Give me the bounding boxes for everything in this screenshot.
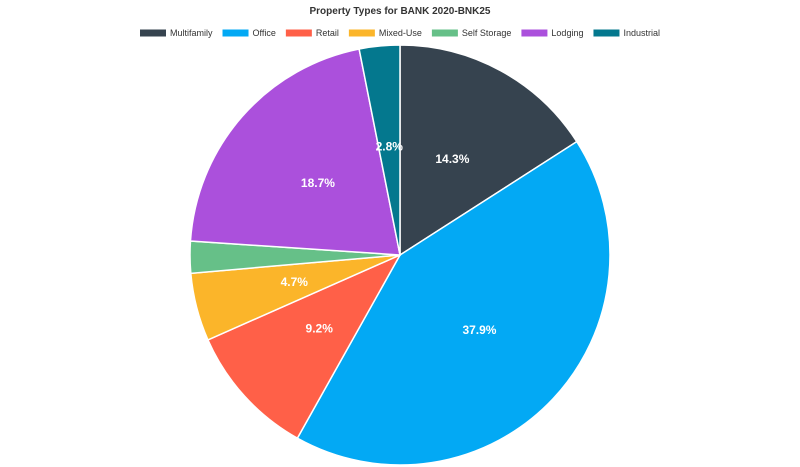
legend-label-self-storage: Self Storage (462, 28, 512, 38)
legend-item-multifamily[interactable]: Multifamily (140, 28, 213, 38)
slice-label-office: 37.9% (462, 323, 496, 337)
legend-swatch-lodging (521, 29, 548, 37)
slice-label-industrial: 2.8% (376, 139, 404, 153)
legend: Multifamily Office Retail Mixed-Use Self Sto… (140, 28, 660, 38)
legend-item-retail[interactable]: Retail (285, 28, 339, 38)
legend-item-industrial[interactable]: Industrial (593, 28, 660, 38)
legend-item-mixed-use[interactable]: Mixed-Use (348, 28, 422, 38)
pie-slice-office[interactable] (296, 140, 611, 466)
pie-slices (189, 44, 611, 466)
legend-label-mixed-use: Mixed-Use (379, 28, 422, 38)
slice-label-retail: 9.2% (306, 321, 334, 335)
legend-label-retail: Retail (316, 28, 339, 38)
legend-item-lodging[interactable]: Lodging (521, 28, 583, 38)
legend-swatch-office (222, 29, 249, 37)
pie-slice-industrial[interactable] (358, 44, 401, 256)
chart-title: Property Types for BANK 2020-BNK25 (310, 6, 491, 17)
slice-label-mixed-use: 4.7% (281, 275, 309, 289)
legend-label-multifamily: Multifamily (170, 28, 213, 38)
slice-labels: 14.3% 37.9% 9.2% 4.7% 18.7% 2.8% (281, 139, 497, 337)
pie-slice-retail[interactable] (206, 253, 402, 440)
legend-item-self-storage[interactable]: Self Storage (431, 28, 512, 38)
legend-swatch-self-storage (431, 29, 458, 37)
legend-swatch-multifamily (140, 29, 166, 37)
legend-label-industrial: Industrial (623, 28, 660, 38)
legend-swatch-industrial (593, 29, 620, 37)
slice-label-lodging: 18.7% (301, 176, 335, 190)
legend-item-office[interactable]: Office (222, 28, 276, 38)
pie-slice-lodging[interactable] (189, 48, 401, 256)
pie-slice-multifamily[interactable] (399, 44, 578, 257)
legend-label-office: Office (253, 28, 276, 38)
legend-swatch-mixed-use (348, 29, 375, 37)
slice-label-multifamily: 14.3% (435, 152, 469, 166)
legend-swatch-retail (285, 29, 312, 37)
legend-label-lodging: Lodging (551, 28, 583, 38)
